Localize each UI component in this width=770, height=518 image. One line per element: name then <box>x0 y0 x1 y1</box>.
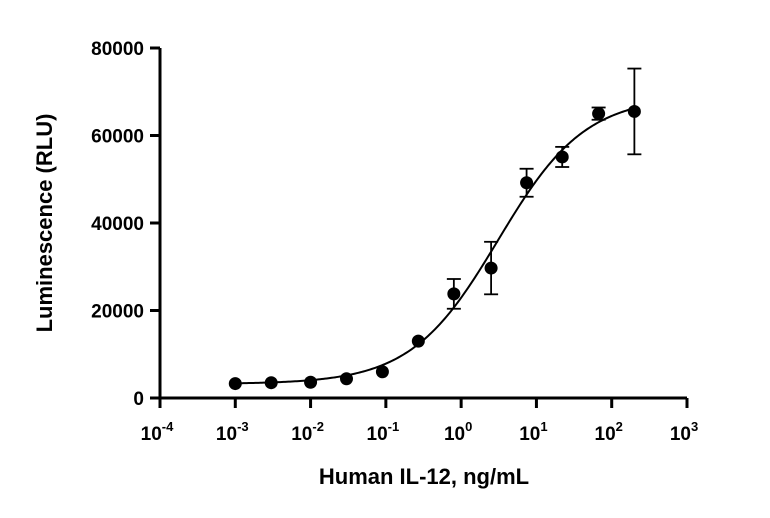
data-point <box>627 104 641 118</box>
y-tick-label: 0 <box>133 389 144 410</box>
x-tick-label: 10-2 <box>291 419 324 445</box>
y-tick-label: 40000 <box>91 214 144 235</box>
data-point <box>304 375 318 389</box>
data-point <box>228 377 242 391</box>
x-tick-label: 100 <box>444 419 472 445</box>
x-tick-label: 102 <box>595 419 623 445</box>
y-tick-label: 20000 <box>91 302 144 323</box>
fit-curve <box>235 107 635 385</box>
y-axis-title: Luminescence (RLU) <box>32 114 57 333</box>
y-tick-label: 80000 <box>91 39 144 60</box>
x-tick-label: 10-1 <box>367 419 400 445</box>
data-point <box>339 372 353 386</box>
y-tick-label: 60000 <box>91 127 144 148</box>
x-tick-label: 103 <box>670 419 698 445</box>
data-point <box>375 365 389 379</box>
data-point <box>592 107 606 121</box>
x-axis-title: Human IL-12, ng/mL <box>319 464 529 489</box>
data-point <box>411 334 425 348</box>
axes <box>158 48 687 400</box>
data-point <box>264 376 278 390</box>
x-tick-label: 10-3 <box>216 419 249 445</box>
data-points <box>228 67 642 391</box>
data-point <box>484 261 498 275</box>
data-point <box>447 287 461 301</box>
data-point <box>520 176 534 190</box>
data-point <box>555 150 569 164</box>
x-tick-label: 10-4 <box>141 419 174 445</box>
x-tick-label: 101 <box>519 419 547 445</box>
y-ticks: 0 20000 40000 60000 80000 <box>91 39 160 410</box>
x-ticks: 10-4 10-3 10-2 10-1 100 101 102 103 <box>141 398 698 445</box>
